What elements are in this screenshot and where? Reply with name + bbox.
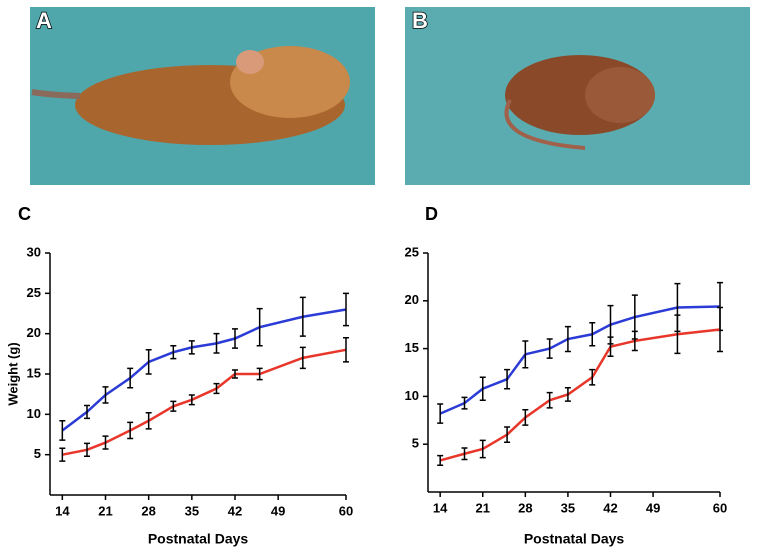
error-bar <box>84 442 90 458</box>
x-tick-label: 42 <box>228 503 242 518</box>
photo-b: B <box>405 7 750 185</box>
error-bar <box>102 386 109 404</box>
error-bar <box>145 349 152 375</box>
error-bar <box>437 454 444 466</box>
x-tick-label: 42 <box>603 500 617 515</box>
error-bar <box>299 346 306 370</box>
y-tick-label: 5 <box>34 446 41 461</box>
error-bar <box>299 296 306 337</box>
error-bar <box>674 314 681 355</box>
panel-label: C <box>18 204 31 224</box>
error-bar <box>631 330 638 352</box>
error-bar <box>437 403 444 424</box>
error-bar <box>546 338 553 359</box>
x-tick-label: 60 <box>339 503 353 518</box>
error-bar <box>213 382 220 395</box>
error-bar <box>522 409 529 426</box>
x-tick-label: 28 <box>141 503 155 518</box>
error-bar <box>84 404 90 420</box>
error-bar <box>170 345 177 360</box>
x-tick-label: 49 <box>271 503 285 518</box>
data-line <box>62 348 347 456</box>
panel-label: B <box>412 8 428 33</box>
error-bar <box>522 340 529 369</box>
y-axis-label: Weight (g) <box>5 342 20 405</box>
error-bar <box>461 447 468 461</box>
x-tick-label: 28 <box>518 500 532 515</box>
x-tick-label: 49 <box>646 500 660 515</box>
error-bar <box>343 292 349 327</box>
error-bar <box>589 368 596 386</box>
data-line <box>61 308 347 432</box>
data-line <box>439 305 721 415</box>
x-tick-label: 21 <box>98 503 112 518</box>
error-bar <box>59 420 66 441</box>
y-tick-label: 30 <box>27 244 41 259</box>
y-tick-label: 10 <box>405 388 419 403</box>
x-tick-label: 35 <box>561 500 575 515</box>
x-axis-label: Postnatal Days <box>148 531 249 547</box>
error-bar <box>127 367 134 389</box>
error-bar <box>232 328 238 349</box>
error-bar <box>717 306 723 353</box>
error-bar <box>343 336 349 363</box>
y-tick-label: 15 <box>27 365 41 380</box>
data-line <box>439 328 721 462</box>
y-tick-label: 10 <box>27 406 41 421</box>
photo-a: A <box>30 7 375 185</box>
y-tick-label: 5 <box>412 436 419 451</box>
error-bar <box>589 322 596 347</box>
error-bar <box>188 394 195 406</box>
x-tick-label: 21 <box>476 500 490 515</box>
error-bar <box>564 387 571 402</box>
error-bar <box>170 400 177 412</box>
error-bar <box>59 447 66 462</box>
error-bar <box>479 439 486 459</box>
y-tick-label: 15 <box>405 340 419 355</box>
error-bar <box>256 367 263 381</box>
error-bar <box>607 336 614 357</box>
x-tick-label: 14 <box>55 503 70 518</box>
error-bar <box>145 411 152 430</box>
panel-label: A <box>36 8 52 33</box>
error-bar <box>504 368 511 390</box>
error-bar <box>461 396 468 410</box>
x-tick-label: 60 <box>713 500 727 515</box>
y-tick-label: 25 <box>27 285 41 300</box>
error-bar <box>564 325 571 353</box>
error-bar <box>546 391 553 409</box>
panel-label: D <box>425 204 438 224</box>
y-tick-label: 25 <box>405 244 419 259</box>
error-bar <box>504 426 511 444</box>
error-bar <box>232 369 238 379</box>
error-bar <box>479 376 486 401</box>
error-bar <box>127 421 134 440</box>
y-tick-label: 20 <box>27 325 41 340</box>
error-bar <box>256 307 263 347</box>
x-tick-label: 14 <box>433 500 448 515</box>
error-bar <box>188 340 195 355</box>
x-tick-label: 35 <box>185 503 199 518</box>
y-tick-label: 20 <box>405 292 419 307</box>
error-bar <box>213 332 220 354</box>
x-axis-label: Postnatal Days <box>524 531 625 547</box>
error-bar <box>102 435 109 450</box>
